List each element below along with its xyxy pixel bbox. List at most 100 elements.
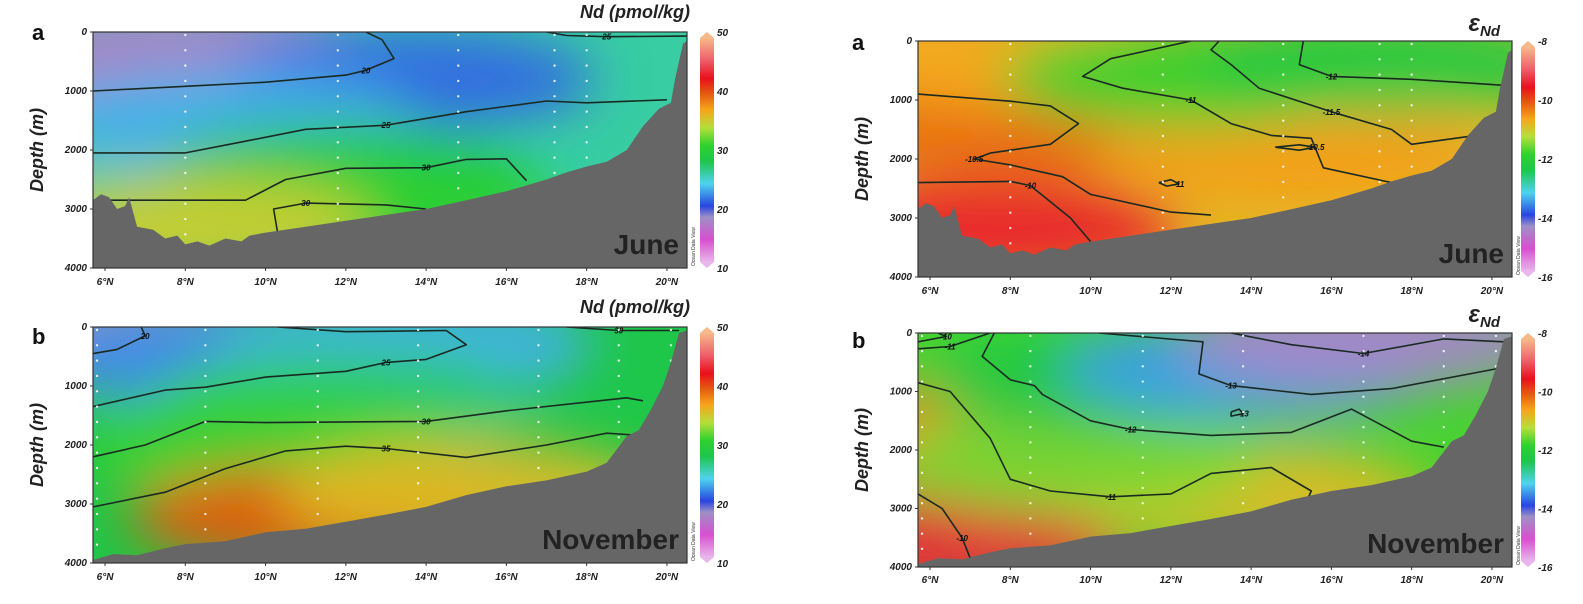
station-sample-point xyxy=(1029,349,1032,353)
station-sample-point xyxy=(1009,150,1012,153)
odv-watermark: Ocean Data View xyxy=(1516,526,1522,565)
x-tick-label: 14°N xyxy=(1240,575,1263,586)
station-sample-point xyxy=(920,441,924,444)
station-sample-point xyxy=(537,405,540,408)
y-axis-label: Depth (m) xyxy=(852,117,872,201)
station-sample-point xyxy=(1029,425,1032,429)
station-sample-point xyxy=(1282,104,1285,107)
contour-line xyxy=(93,32,395,92)
colorbar-min-arrow xyxy=(700,557,714,563)
station-sample-point xyxy=(457,141,460,144)
station-sample-point xyxy=(316,497,319,500)
contour-line xyxy=(1275,144,1317,151)
x-tick-label: 10°N xyxy=(254,572,277,583)
station-sample-point xyxy=(1362,471,1365,475)
x-tick-label: 20°N xyxy=(1480,286,1504,297)
station-sample-point xyxy=(184,141,187,144)
station-sample-point xyxy=(1161,211,1165,214)
station-sample-point xyxy=(537,420,540,424)
station-sample-point xyxy=(316,405,319,408)
station-sample-point xyxy=(617,359,620,362)
station-sample-point xyxy=(204,390,207,393)
y-tick-label: 0 xyxy=(906,328,912,339)
station-sample-point xyxy=(316,512,319,516)
station-sample-point xyxy=(1362,425,1365,429)
station-sample-point xyxy=(1282,42,1285,46)
y-tick-label: 3000 xyxy=(890,504,913,515)
colorbar-tick-label: -10 xyxy=(1538,388,1553,399)
panel-2: -10.5 -10 -11 -11 -11.5 -12 -10.5 0 1000 2000 3000… xyxy=(852,10,1553,297)
station-sample-point xyxy=(457,49,460,52)
station-sample-point xyxy=(1378,180,1381,184)
station-sample-point xyxy=(1161,58,1165,61)
station-sample-point xyxy=(1009,196,1012,199)
station-sample-point xyxy=(1141,395,1144,398)
colorbar-tick-label: -8 xyxy=(1538,329,1547,340)
station-sample-point xyxy=(95,512,99,516)
station-sample-point xyxy=(416,466,420,470)
station-sample-point xyxy=(1442,410,1445,414)
station-sample-point xyxy=(1029,365,1032,368)
station-sample-point xyxy=(95,405,99,408)
bathymetry xyxy=(918,336,1512,567)
station-sample-point xyxy=(1282,134,1285,138)
station-sample-point xyxy=(416,405,420,408)
station-sample-point xyxy=(1161,119,1165,122)
station-sample-point xyxy=(1282,88,1285,92)
station-sample-point xyxy=(184,49,187,52)
station-sample-point xyxy=(457,125,460,129)
station-sample-point xyxy=(95,528,99,531)
station-sample-point xyxy=(1442,365,1445,368)
contour-label: -10 xyxy=(956,534,968,543)
colorbar-tick-label: -14 xyxy=(1538,214,1553,225)
bathymetry xyxy=(93,40,687,268)
station-sample-point xyxy=(184,125,187,129)
station-sample-point xyxy=(336,79,340,83)
colorbar xyxy=(700,38,714,262)
station-sample-point xyxy=(1161,73,1165,76)
x-tick-label: 18°N xyxy=(575,572,598,583)
station-sample-point xyxy=(336,49,340,52)
station-sample-point xyxy=(416,359,420,362)
station-sample-point xyxy=(204,528,207,531)
station-sample-point xyxy=(316,328,319,332)
station-sample-point xyxy=(1378,88,1381,92)
colorbar-tick-label: 30 xyxy=(717,441,729,452)
contour-line xyxy=(1158,178,1180,187)
station-sample-point xyxy=(1141,456,1144,459)
station-sample-point xyxy=(1378,58,1381,61)
station-sample-point xyxy=(1029,334,1032,338)
station-sample-point xyxy=(1241,425,1245,429)
x-tick-label: 6°N xyxy=(97,277,115,288)
contour-line xyxy=(918,493,971,559)
x-tick-label: 8°N xyxy=(177,277,195,288)
station-sample-point xyxy=(316,359,319,362)
contour-label: 20 xyxy=(360,66,370,75)
y-axis-label: Depth (m) xyxy=(27,403,47,487)
colorbar-tick-label: -12 xyxy=(1538,155,1553,166)
station-sample-point xyxy=(1161,104,1165,107)
station-sample-point xyxy=(336,141,340,144)
station-sample-point xyxy=(553,110,556,113)
station-sample-point xyxy=(316,390,319,393)
station-sample-point xyxy=(920,425,924,429)
colorbar-max-arrow xyxy=(1521,333,1535,339)
station-sample-point xyxy=(553,33,556,37)
station-sample-point xyxy=(585,64,588,67)
field-layer: -10-10-11-11-12-13-13-14 xyxy=(918,333,1512,567)
epsilon-subscript: Nd xyxy=(1480,314,1501,331)
station-sample-point xyxy=(1410,134,1413,138)
station-sample-point xyxy=(184,64,187,67)
y-tick-label: 1000 xyxy=(65,381,88,392)
season-label: June xyxy=(614,229,679,260)
station-sample-point xyxy=(457,171,460,175)
y-tick-label: 3000 xyxy=(890,213,913,224)
station-sample-point xyxy=(617,420,620,424)
station-sample-point xyxy=(920,486,924,490)
station-sample-point xyxy=(553,49,556,52)
station-sample-point xyxy=(1241,334,1245,338)
station-sample-point xyxy=(1009,165,1012,168)
contour-line xyxy=(918,333,991,350)
station-sample-point xyxy=(457,64,460,67)
station-sample-point xyxy=(416,482,420,485)
